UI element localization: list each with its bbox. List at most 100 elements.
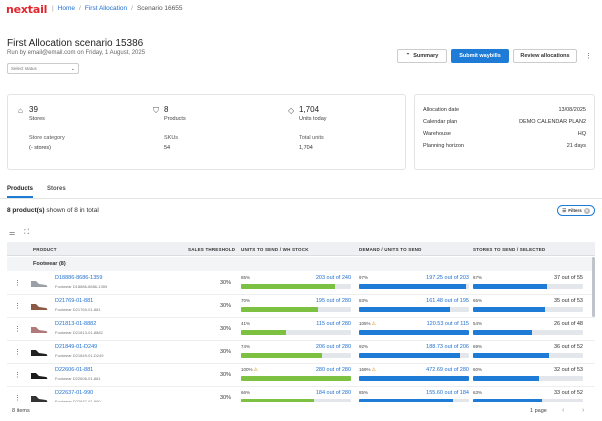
demand-percent: 105%⚠ (359, 321, 376, 327)
demand-value[interactable]: 161.48 out of 195 (426, 298, 469, 304)
demand-percent: 83% (359, 298, 369, 303)
header-stores-to-send[interactable]: STORES TO SEND / SELECTED (473, 247, 546, 252)
shoe-thumbnail-icon (31, 396, 48, 402)
shoe-thumbnail-icon (31, 281, 48, 287)
header-product[interactable]: PRODUCT (33, 247, 57, 252)
product-name-link[interactable]: D21769-01-881 (55, 298, 94, 304)
product-name-link[interactable]: D21813-01-8882 (55, 321, 97, 327)
stores-progress-fill (473, 353, 549, 358)
filter-icon: ☰ (562, 207, 567, 213)
units-value[interactable]: 115 out of 280 (316, 321, 351, 327)
table-row[interactable]: ⋮ D22637-01-990 Footwear D22637-01-990 3… (7, 387, 595, 402)
units-value[interactable]: 280 out of 280 (315, 367, 351, 373)
units-value[interactable]: 195 out of 280 (315, 298, 351, 304)
demand-value[interactable]: 120.53 out of 115 (426, 321, 469, 327)
demand-percent: 85% (359, 390, 369, 395)
breadcrumb-first-allocation[interactable]: First Allocation (84, 5, 128, 12)
tab-stores[interactable]: Stores (47, 186, 66, 192)
product-name-link[interactable]: D22637-01-990 (55, 390, 94, 396)
stores-value: 33 out of 52 (553, 390, 583, 396)
table-scrollbar[interactable] (592, 257, 595, 317)
stores-value: 32 out of 53 (553, 367, 583, 373)
nextail-logo[interactable]: nextail (6, 3, 48, 16)
units-progress-fill (241, 353, 323, 358)
units-value[interactable]: 206 out of 280 (315, 344, 351, 350)
table-row[interactable]: ⋮ D18886-8686-1359 Footwear D18886-8686-… (7, 272, 595, 295)
stat-units: ◇ 1,704 Units today Total units 1,704 (288, 105, 327, 151)
units-progress-fill (241, 284, 335, 289)
row-menu-icon[interactable]: ⋮ (14, 372, 21, 379)
table-footer: 8 items 1 page ‹ › (0, 402, 602, 421)
units-percent: 100%⚠ (241, 367, 258, 373)
sales-threshold-value: 30% (220, 349, 232, 355)
prev-page-icon[interactable]: ‹ (562, 407, 565, 414)
row-menu-icon[interactable]: ⋮ (14, 303, 21, 310)
demand-progress-fill (359, 284, 466, 289)
sales-threshold-value: 30% (220, 326, 232, 332)
demand-value[interactable]: 188.73 out of 206 (426, 344, 469, 350)
table-row[interactable]: ⋮ D22606-01-881 Footwear D22606-01-881 3… (7, 364, 595, 387)
product-name-link[interactable]: D21849-01-D249 (55, 344, 98, 350)
status-select[interactable]: Select status ⌄ (7, 63, 79, 74)
units-progress-bar (241, 307, 351, 312)
sales-threshold-value: 30% (220, 303, 232, 309)
product-description: Footwear D21849-01-D249 (55, 353, 104, 358)
row-menu-icon[interactable]: ⋮ (14, 326, 21, 333)
more-options-icon[interactable]: ⋮ (585, 53, 592, 60)
page-subtitle: Run by email@email.com on Friday, 1 Augu… (7, 50, 146, 56)
stores-percent: 65% (473, 298, 483, 303)
demand-progress-bar (359, 330, 469, 335)
expand-icon[interactable]: ⛶ (24, 229, 30, 236)
clear-filters-icon[interactable]: ✕ (583, 207, 590, 214)
warning-icon: ⚠ (371, 321, 376, 327)
table-row[interactable]: ⋮ D21813-01-8882 Footwear D21813-01-8882… (7, 318, 595, 341)
demand-value[interactable]: 155.60 out of 184 (426, 390, 469, 396)
summary-button[interactable]: ⌃ Summary (397, 49, 447, 63)
demand-percent: 92% (359, 344, 369, 349)
demand-value[interactable]: 197.25 out of 203 (426, 275, 469, 281)
tab-products[interactable]: Products (7, 184, 34, 198)
stores-value: 36 out of 52 (553, 344, 583, 350)
product-name-link[interactable]: D22606-01-881 (55, 367, 94, 373)
stores-percent: 54% (473, 321, 483, 326)
filters-button[interactable]: ☰ Filters ✕ (557, 205, 595, 216)
header-sales-threshold[interactable]: SALES THRESHOLD (188, 247, 236, 252)
demand-value[interactable]: 472.69 out of 280 (426, 367, 469, 373)
table-row[interactable]: ⋮ D21769-01-881 Footwear D21769-01-881 3… (7, 295, 595, 318)
breadcrumb-home[interactable]: Home (57, 5, 76, 12)
header-demand[interactable]: DEMAND / UNITS TO SEND (359, 247, 422, 252)
tag-icon: ◇ (288, 106, 295, 115)
row-menu-icon[interactable]: ⋮ (14, 280, 21, 287)
stores-percent: 63% (473, 390, 483, 395)
units-progress-fill (241, 376, 351, 381)
table-header: PRODUCT SALES THRESHOLD UNITS TO SEND / … (7, 242, 595, 256)
status-select-placeholder: Select status (11, 66, 37, 71)
stores-progress-fill (473, 330, 533, 335)
next-page-icon[interactable]: › (582, 407, 585, 414)
product-name-link[interactable]: D18886-8686-1359 (55, 275, 103, 281)
tab-divider (0, 198, 602, 199)
row-menu-icon[interactable]: ⋮ (14, 349, 21, 356)
breadcrumb: | Home / First Allocation / Scenario 166… (52, 5, 183, 12)
demand-progress-bar (359, 353, 469, 358)
header-units-to-send[interactable]: UNITS TO SEND / WH STOCK (241, 247, 309, 252)
group-row-footwear[interactable]: Footwear (8) (7, 257, 595, 271)
units-progress-fill (241, 330, 287, 335)
units-percent: 85% (241, 275, 251, 280)
units-value[interactable]: 203 out of 240 (315, 275, 351, 281)
column-settings-icon[interactable]: ⚌ (9, 230, 16, 237)
row-menu-icon[interactable]: ⋮ (14, 395, 21, 402)
product-description: Footwear D22606-01-881 (55, 376, 101, 381)
info-planning-horizon: Planning horizon 21 days (423, 143, 586, 149)
table-row[interactable]: ⋮ D21849-01-D249 Footwear D21849-01-D249… (7, 341, 595, 364)
stores-progress-fill (473, 307, 545, 312)
stores-progress-fill (473, 284, 547, 289)
units-progress-bar (241, 399, 351, 402)
units-progress-bar (241, 284, 351, 289)
units-value[interactable]: 184 out of 280 (315, 390, 351, 396)
sales-threshold-value: 30% (220, 372, 232, 378)
review-allocations-button[interactable]: Review allocations (513, 49, 577, 63)
demand-progress-fill (359, 376, 469, 381)
stores-percent: 69% (473, 344, 483, 349)
submit-waybills-button[interactable]: Submit waybills (451, 49, 509, 63)
